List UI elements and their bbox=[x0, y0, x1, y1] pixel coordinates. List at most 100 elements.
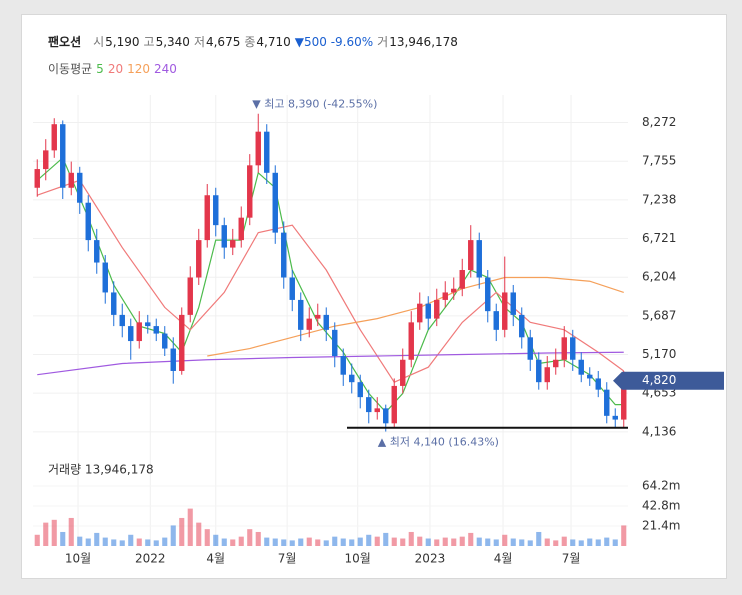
ma-line bbox=[36, 156, 624, 413]
x-tick-label: 2023 bbox=[415, 552, 446, 566]
volume-bar bbox=[153, 540, 159, 546]
candle-body bbox=[519, 314, 525, 338]
volume-bar bbox=[468, 532, 474, 546]
candle-body bbox=[255, 131, 261, 166]
x-tick-label: 10월 bbox=[345, 552, 371, 566]
candle-body bbox=[408, 322, 414, 360]
volume-bar bbox=[459, 536, 465, 546]
volume-bar bbox=[502, 534, 508, 546]
candle-body bbox=[230, 240, 236, 248]
volume-bar bbox=[247, 529, 253, 546]
volume-bar bbox=[349, 539, 355, 546]
volume-bar bbox=[451, 538, 457, 546]
candle-body bbox=[136, 322, 142, 342]
volume-bar bbox=[43, 522, 49, 546]
candle-body bbox=[289, 277, 295, 300]
candle-body bbox=[349, 374, 355, 383]
volume-bar bbox=[221, 538, 227, 546]
candle-body bbox=[323, 314, 329, 330]
x-tick-label: 2022 bbox=[135, 552, 166, 566]
volume-bar bbox=[536, 531, 542, 546]
volume-bar bbox=[162, 537, 168, 546]
volume-bar bbox=[238, 536, 244, 546]
volume-bar bbox=[298, 538, 304, 546]
candle-body bbox=[77, 172, 83, 203]
x-tick-label: 10월 bbox=[65, 552, 91, 566]
candle-body bbox=[264, 131, 270, 173]
y-tick-label: 5,687 bbox=[642, 308, 676, 322]
volume-label: 거 bbox=[377, 35, 389, 49]
volume-bar bbox=[519, 539, 525, 546]
volume-bar bbox=[187, 508, 193, 546]
volume-bar bbox=[357, 537, 363, 546]
volume-bar bbox=[264, 537, 270, 546]
x-tick-label: 7월 bbox=[278, 552, 297, 566]
volume-tick-label: 64.2m bbox=[642, 478, 680, 492]
ma-legend-entry: 240 bbox=[154, 62, 177, 76]
volume-title: 거래량 13,946,178 bbox=[48, 463, 154, 477]
ma-legend-entry: 120 bbox=[127, 62, 150, 76]
volume-bar bbox=[94, 532, 100, 546]
candle-body bbox=[366, 397, 372, 413]
candle-body bbox=[383, 408, 389, 424]
quote-label: 고 bbox=[143, 35, 155, 49]
candle-body bbox=[68, 172, 74, 188]
volume-bar bbox=[544, 538, 550, 546]
ma-line bbox=[37, 179, 625, 383]
volume-bar bbox=[434, 539, 440, 546]
volume-bar bbox=[51, 519, 57, 546]
quote-value: 5,190 bbox=[105, 35, 140, 49]
volume-bar bbox=[60, 531, 66, 546]
volume-bar bbox=[408, 531, 414, 546]
volume-bar bbox=[68, 517, 74, 546]
quote-value: 4,710 bbox=[256, 35, 291, 49]
volume-bar bbox=[204, 529, 210, 546]
candle-body bbox=[357, 382, 363, 398]
candle-body bbox=[85, 202, 91, 241]
candle-body bbox=[213, 195, 219, 226]
candle-body bbox=[510, 292, 516, 315]
candle-body bbox=[578, 359, 584, 375]
candle-body bbox=[570, 337, 576, 360]
volume-bar bbox=[323, 540, 329, 546]
candle-body bbox=[298, 299, 304, 330]
candle-body bbox=[485, 277, 491, 312]
candle-body bbox=[153, 326, 159, 334]
candle-body bbox=[281, 232, 287, 278]
volume-bar bbox=[527, 540, 533, 546]
candle-body bbox=[247, 165, 253, 218]
candle-body bbox=[553, 359, 559, 368]
y-tick-label: 6,721 bbox=[642, 231, 676, 245]
quote-value: 5,340 bbox=[155, 35, 190, 49]
low-annotation: ▲ 최저 4,140 (16.43%) bbox=[378, 436, 499, 449]
candle-body bbox=[221, 225, 227, 248]
candle-body bbox=[544, 367, 550, 383]
volume-bar bbox=[111, 539, 117, 546]
x-tick-label: 4월 bbox=[206, 552, 225, 566]
quote-label: 종 bbox=[244, 35, 256, 49]
quote-label: 시 bbox=[93, 35, 105, 49]
volume-value: 13,946,178 bbox=[389, 35, 458, 49]
price-tag-label: 4,820 bbox=[642, 373, 676, 387]
candle-body bbox=[587, 374, 593, 379]
high-annotation: ▼ 최고 8,390 (-42.55%) bbox=[252, 98, 377, 111]
candle-body bbox=[332, 329, 338, 357]
volume-bar bbox=[136, 538, 142, 546]
candle-body bbox=[434, 299, 440, 319]
y-tick-label: 4,136 bbox=[642, 424, 676, 438]
volume-bar bbox=[332, 536, 338, 546]
candle-body bbox=[527, 337, 533, 360]
volume-bar bbox=[612, 539, 618, 546]
volume-bar bbox=[289, 540, 295, 546]
candle-body bbox=[493, 311, 499, 330]
quote-value: 4,675 bbox=[205, 35, 241, 49]
volume-bar bbox=[510, 538, 516, 546]
volume-bar bbox=[604, 537, 610, 546]
candle-body bbox=[94, 240, 100, 263]
card bbox=[21, 14, 727, 579]
volume-bar bbox=[306, 537, 312, 546]
volume-bar bbox=[400, 538, 406, 546]
candle-body bbox=[238, 217, 244, 241]
volume-bar bbox=[128, 534, 134, 546]
volume-bar bbox=[578, 540, 584, 546]
